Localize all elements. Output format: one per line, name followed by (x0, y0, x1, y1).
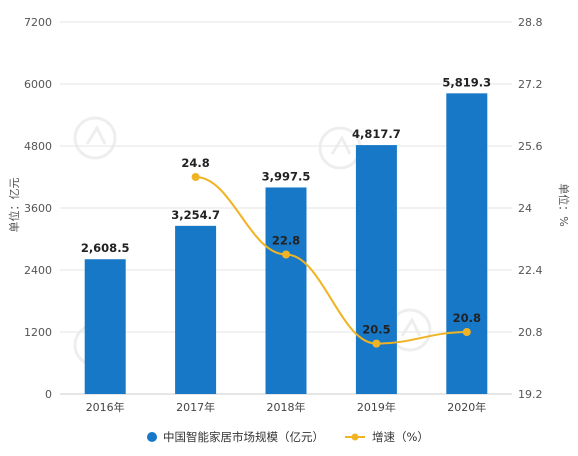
growth-line (195, 176, 467, 345)
bar (265, 187, 307, 394)
legend-bar-marker (147, 432, 157, 442)
bar-value-label: 2,608.5 (81, 241, 130, 255)
right-axis: 19.2 20.8 22.4 24 25.6 27.2 28.8 (518, 16, 543, 401)
growth-point (372, 339, 381, 348)
y-tick-label: 1200 (24, 326, 52, 339)
legend-line-marker-dot (351, 433, 359, 441)
x-tick-label: 2019年 (357, 400, 396, 414)
y-axis-title: 单位：亿元 (7, 178, 21, 233)
growth-point (191, 173, 200, 181)
x-tick-label: 2016年 (86, 400, 125, 414)
bar (446, 93, 488, 394)
y-tick-label: 4800 (24, 140, 52, 153)
growth-value-label: 22.8 (272, 234, 300, 248)
bar (355, 145, 397, 394)
y2-tick-label: 19.2 (518, 388, 543, 401)
legend-bar-label: 中国智能家居市场规模（亿元） (163, 430, 324, 444)
growth-point (462, 328, 471, 336)
legend: 中国智能家居市场规模（亿元） 增速（%） (147, 430, 429, 444)
y2-tick-label: 20.8 (518, 326, 543, 339)
growth-value-label: 20.8 (453, 311, 481, 325)
y2-tick-label: 27.2 (518, 78, 543, 91)
y2-tick-label: 28.8 (518, 16, 543, 29)
x-tick-label: 2018年 (267, 400, 306, 414)
watermark-0 (73, 116, 117, 160)
bar (175, 225, 217, 394)
y-tick-label: 6000 (24, 78, 52, 91)
bar-value-label: 3,997.5 (262, 169, 311, 183)
bar (84, 259, 126, 394)
growth-line-series (191, 173, 471, 348)
legend-line-label: 增速（%） (372, 430, 429, 444)
bar-value-label: 4,817.7 (352, 127, 401, 141)
bar-value-label: 5,819.3 (442, 75, 491, 89)
y2-tick-label: 25.6 (518, 140, 543, 153)
y2-tick-label: 22.4 (518, 264, 543, 277)
growth-point (282, 250, 290, 259)
y-tick-label: 7200 (24, 16, 52, 29)
y-tick-label: 3600 (24, 202, 52, 215)
y2-tick-label: 24 (518, 202, 532, 215)
y2-axis-title: 单位：% (557, 183, 571, 226)
growth-value-label: 20.5 (362, 323, 390, 337)
data-labels: 2,608.5 3,254.7 3,997.5 4,817.7 5,819.3 24.8 2… (81, 75, 491, 336)
left-axis: 0 1200 2400 3600 4800 6000 7200 (24, 16, 52, 401)
x-tick-label: 2020年 (447, 400, 486, 414)
x-tick-label: 2017年 (176, 400, 215, 414)
bar-series (84, 93, 488, 394)
y-tick-label: 0 (45, 388, 52, 401)
x-axis: 2016年 2017年 2018年 2019年 2020年 (86, 400, 487, 414)
bar-value-label: 3,254.7 (171, 208, 220, 222)
y-tick-label: 2400 (24, 264, 52, 277)
growth-value-label: 24.8 (181, 156, 209, 170)
